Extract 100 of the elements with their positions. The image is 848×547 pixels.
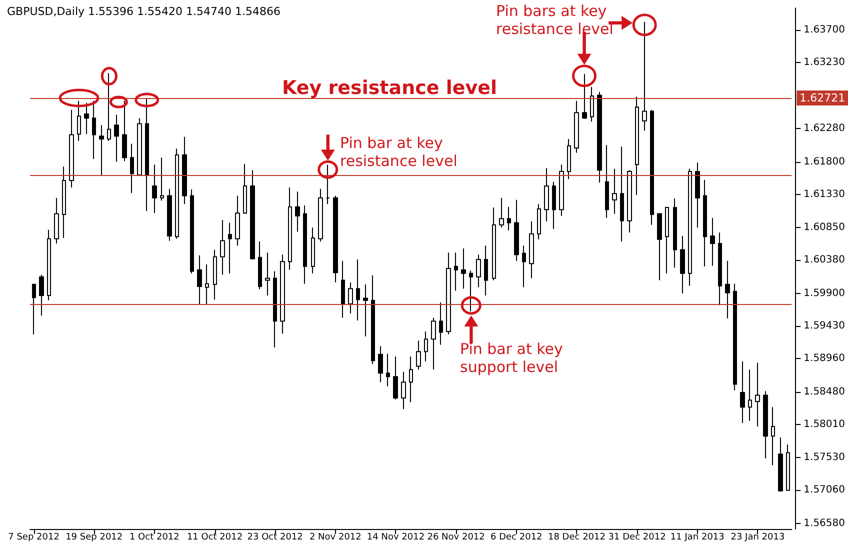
candlestick	[386, 353, 390, 387]
y-tick-label: 1.59430	[804, 320, 846, 332]
candlestick	[718, 232, 722, 306]
candlestick	[273, 270, 277, 348]
candlestick	[431, 317, 436, 370]
candlestick	[228, 222, 232, 274]
candlestick	[32, 283, 36, 335]
annotation: Pin bar at key support level	[460, 340, 564, 376]
y-tick-label: 1.58960	[804, 353, 846, 364]
candlestick	[439, 302, 443, 346]
chart-title: GBPUSD,Daily 1.55396 1.55420 1.54740 1.54866	[7, 5, 280, 18]
y-tick-label: 1.56580	[804, 518, 846, 529]
candlestick	[288, 186, 292, 270]
candlestick	[582, 73, 587, 120]
candlestick	[137, 118, 142, 176]
ref-line-label: 1.62721	[800, 91, 846, 104]
candlestick	[454, 252, 458, 292]
x-tick-label: 19 Sep 2012	[66, 532, 123, 542]
candlestick	[258, 240, 262, 290]
candlestick	[416, 340, 421, 370]
candlestick	[409, 356, 413, 403]
candlestick	[597, 91, 602, 184]
candlestick	[341, 260, 345, 318]
y-tick-label: 1.57060	[804, 484, 846, 496]
candlestick	[99, 124, 104, 176]
candlestick	[371, 274, 375, 365]
candlestick	[688, 168, 692, 286]
candlestick	[122, 100, 127, 162]
candlestick	[605, 144, 609, 218]
x-tick-label: 11 Jan 2013	[670, 532, 724, 542]
candlestick	[710, 217, 715, 266]
candlestick	[559, 164, 564, 216]
candlestick	[446, 252, 451, 335]
x-tick-label: 6 Dec 2012	[490, 532, 542, 542]
annotation: Key resistance level	[282, 77, 498, 99]
x-tick-label: 11 Oct 2012	[186, 532, 243, 542]
x-tick-label: 1 Oct 2012	[129, 532, 180, 542]
candlestick	[182, 136, 187, 205]
candlestick	[469, 270, 473, 312]
candlestick	[348, 282, 353, 314]
candlestick	[673, 198, 677, 268]
annotation: Pin bar at key resistance level	[340, 134, 458, 170]
candlestick	[326, 164, 330, 205]
candlestick	[650, 109, 654, 226]
candlestick	[77, 100, 81, 142]
candlestick	[363, 284, 368, 337]
candlestick	[703, 179, 707, 267]
candlestick	[205, 264, 209, 306]
y-tick-label: 1.61330	[804, 188, 846, 200]
candlestick	[250, 170, 255, 260]
x-tick-label: 23 Jan 2013	[730, 532, 785, 542]
candlestick	[424, 331, 428, 362]
candlestick	[295, 191, 300, 232]
candlestick	[522, 245, 526, 288]
candlestick	[333, 195, 338, 283]
candlestick	[401, 371, 406, 410]
candlestick	[748, 369, 752, 422]
candlestick	[695, 162, 700, 228]
candlestick	[642, 21, 647, 132]
candlestick	[507, 206, 511, 231]
candlestick	[771, 406, 775, 466]
candlestick	[92, 100, 96, 160]
y-tick-label: 1.63230	[804, 57, 846, 68]
candlestick	[62, 166, 66, 239]
candlestick	[612, 168, 617, 214]
candlestick	[627, 170, 632, 233]
candlestick	[552, 181, 556, 230]
y-tick-label: 1.62280	[804, 123, 846, 134]
candlestick	[725, 260, 730, 319]
candlestick	[740, 360, 745, 424]
candlestick	[39, 274, 44, 316]
candlestick	[280, 254, 285, 334]
candlestick	[190, 189, 194, 274]
candlestick	[657, 212, 662, 281]
candlestick	[574, 100, 579, 154]
candlestick	[175, 148, 179, 240]
candlestick	[755, 362, 760, 427]
y-tick-label: 1.58010	[804, 418, 846, 430]
candlestick	[107, 72, 111, 142]
candlestick	[537, 204, 541, 240]
candlestick	[130, 143, 134, 194]
candlestick	[529, 220, 534, 279]
candlestick	[114, 114, 119, 162]
candlestick	[152, 164, 157, 214]
y-tick-label: 1.58480	[804, 386, 846, 398]
candlestick	[476, 254, 481, 288]
x-tick-label: 18 Dec 2012	[548, 532, 606, 542]
candlestick	[54, 197, 59, 244]
x-tick-label: 26 Nov 2012	[427, 532, 485, 542]
candlestick	[318, 188, 323, 242]
candlestick	[160, 157, 164, 202]
candlestick	[590, 86, 594, 122]
candlestick	[544, 168, 549, 222]
candlestick	[461, 248, 466, 290]
candlestick	[514, 199, 519, 262]
candlestick	[167, 188, 172, 242]
candlestick	[492, 207, 496, 281]
candlestick	[213, 249, 217, 300]
x-tick-label: 14 Nov 2012	[366, 532, 425, 542]
y-tick-label: 1.61800	[804, 156, 846, 168]
